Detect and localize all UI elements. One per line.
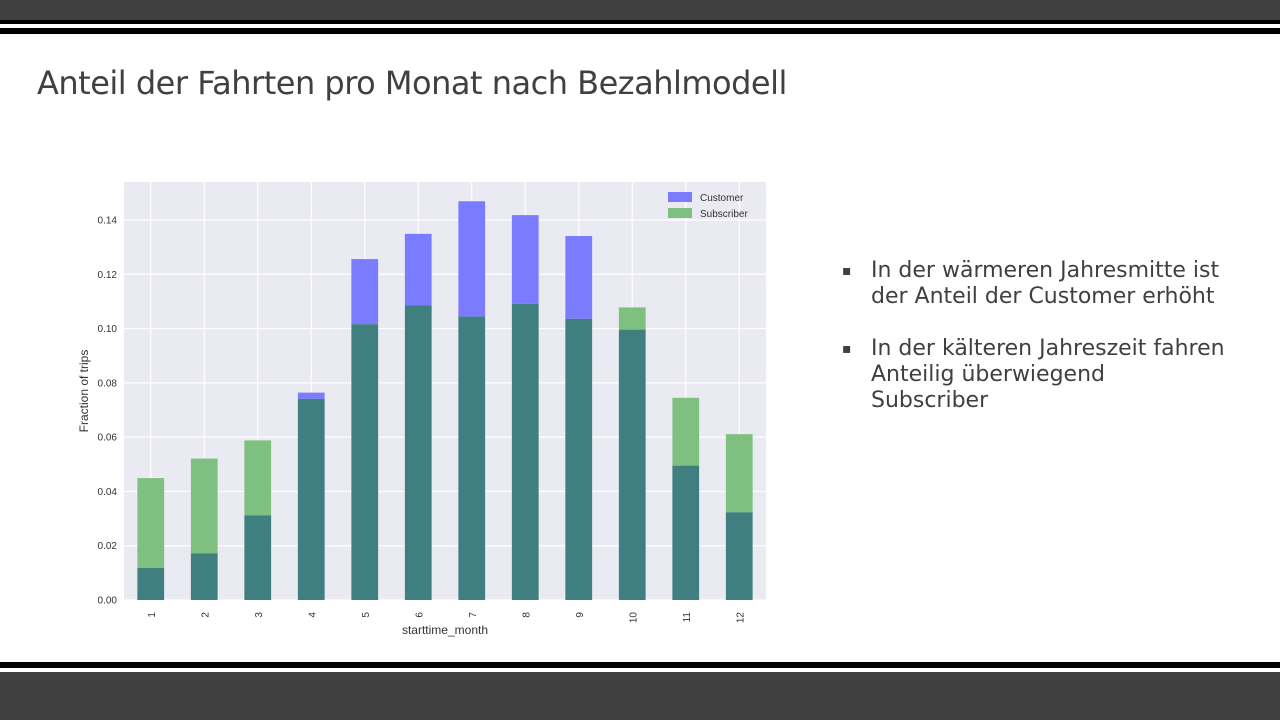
bar-subscriber — [672, 397, 700, 466]
bar-overlap — [297, 398, 325, 600]
bar-customer — [511, 215, 539, 304]
x-tick-label: 9 — [575, 612, 586, 618]
bar-customer — [565, 236, 593, 319]
top-band — [0, 0, 1280, 20]
x-tick-label: 3 — [254, 612, 265, 618]
x-tick-label: 11 — [682, 612, 693, 623]
bullet-marker: ▪ — [842, 263, 852, 279]
legend-swatch-customer — [668, 192, 692, 202]
y-tick-label: 0.02 — [98, 541, 118, 552]
bar-subscriber — [190, 458, 218, 554]
bullet-list: ▪ In der wärmeren Jahresmitte ist der An… — [842, 258, 1262, 440]
y-tick-label: 0.12 — [98, 270, 118, 281]
bullet-line: In der wärmeren Jahresmitte ist — [871, 258, 1220, 283]
bar-overlap — [404, 305, 432, 600]
x-tick-label: 7 — [468, 612, 479, 618]
x-tick-label: 4 — [307, 612, 318, 618]
y-tick-label: 0.08 — [98, 378, 118, 389]
bar-customer — [458, 201, 486, 317]
x-tick-label: 12 — [735, 612, 746, 624]
y-axis-label: Fraction of trips — [77, 350, 91, 433]
top-rule — [0, 20, 1280, 24]
x-axis-label: starttime_month — [402, 623, 488, 637]
x-tick-label: 10 — [628, 612, 639, 624]
bar-overlap — [137, 567, 165, 600]
y-tick-label: 0.00 — [98, 596, 118, 607]
bottom-rule — [0, 662, 1280, 668]
bar-subscriber — [725, 434, 753, 513]
x-tick-label: 5 — [361, 612, 372, 618]
bar-subscriber — [137, 478, 165, 568]
bar-overlap — [351, 324, 379, 600]
x-tick-label: 1 — [147, 612, 158, 618]
bar-overlap — [458, 316, 486, 600]
bar-subscriber — [244, 440, 272, 516]
y-tick-label: 0.10 — [98, 324, 118, 335]
y-tick-label: 0.04 — [98, 487, 118, 498]
legend-label-subscriber: Subscriber — [700, 209, 748, 220]
y-tick-label: 0.14 — [98, 216, 118, 227]
y-tick-label: 0.06 — [98, 433, 118, 444]
bullet-line: In der kälteren Jahreszeit fahren — [871, 336, 1225, 361]
bullet-line: der Anteil der Customer erhöht — [871, 284, 1215, 309]
x-tick-label: 8 — [521, 612, 532, 618]
bar-overlap — [565, 318, 593, 600]
bullet-line: Anteilig überwiegend — [871, 362, 1105, 387]
bar-overlap — [672, 465, 700, 600]
bullet-marker: ▪ — [842, 341, 852, 357]
bar-overlap — [725, 512, 753, 600]
bar-customer — [297, 392, 325, 399]
bar-subscriber — [618, 307, 646, 330]
slide-title: Anteil der Fahrten pro Monat nach Bezahl… — [37, 64, 787, 102]
x-tick-label: 2 — [200, 612, 211, 618]
bar-overlap — [618, 329, 646, 600]
bar-overlap — [190, 553, 218, 600]
bottom-band — [0, 672, 1280, 720]
plot-area — [124, 182, 766, 600]
top-rule-thick — [0, 28, 1280, 34]
bar-customer — [351, 259, 379, 325]
bullet-item: ▪ In der kälteren Jahreszeit fahren Ante… — [842, 336, 1262, 414]
bar-overlap — [511, 303, 539, 600]
bar-customer — [404, 233, 432, 306]
bar-overlap — [244, 515, 272, 600]
legend-swatch-subscriber — [668, 208, 692, 218]
bullet-line: Subscriber — [871, 388, 989, 413]
bullet-item: ▪ In der wärmeren Jahresmitte ist der An… — [842, 258, 1262, 310]
x-tick-label: 6 — [414, 612, 425, 618]
bar-chart: 0.000.020.040.060.080.100.120.141 2 3 4 5 6 7 8… — [77, 182, 766, 637]
legend-label-customer: Customer — [700, 193, 744, 204]
